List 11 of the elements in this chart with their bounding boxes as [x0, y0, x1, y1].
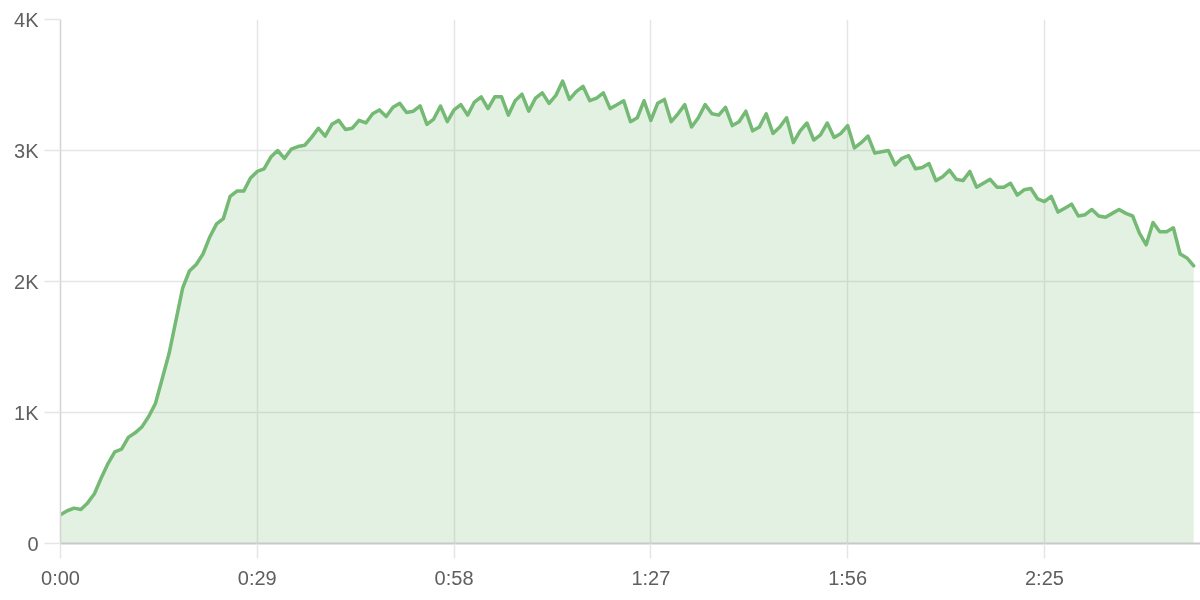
y-tick-label: 2K — [14, 270, 40, 293]
x-tick-label: 1:27 — [631, 566, 671, 589]
x-tick-label: 2:25 — [1024, 566, 1064, 589]
x-tick-label: 0:29 — [237, 566, 277, 589]
y-tick-label: 3K — [14, 139, 40, 162]
y-tick-label: 0 — [27, 532, 39, 555]
y-tick-label: 1K — [14, 401, 40, 424]
x-tick-label: 0:00 — [41, 566, 80, 589]
y-tick-label: 4K — [14, 8, 40, 31]
x-tick-label: 0:58 — [434, 566, 474, 589]
x-tick-label: 1:56 — [828, 566, 868, 589]
